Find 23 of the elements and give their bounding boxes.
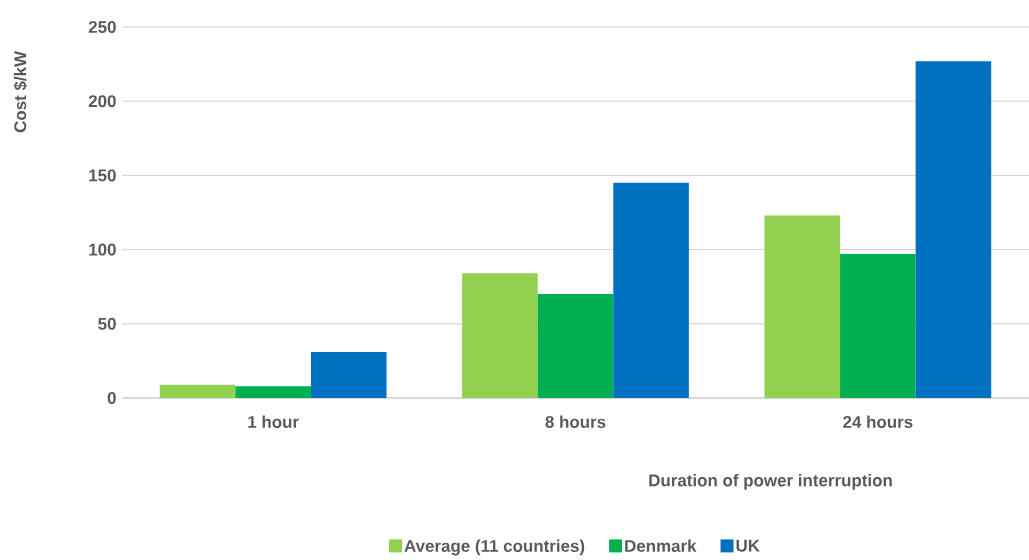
bar bbox=[235, 386, 311, 398]
bar bbox=[310, 352, 387, 398]
legend-label: Denmark bbox=[625, 539, 697, 552]
x-tick-label: 24 hours bbox=[843, 415, 913, 428]
bar bbox=[840, 254, 916, 398]
y-tick-label: 100 bbox=[89, 243, 116, 256]
x-tick-label: 8 hours bbox=[545, 415, 606, 428]
legend-label: UK bbox=[736, 539, 760, 552]
y-tick-label: 50 bbox=[98, 317, 116, 330]
y-tick-label: 0 bbox=[107, 392, 116, 404]
bar bbox=[159, 384, 236, 398]
x-axis-title: Duration of power interruption bbox=[649, 473, 892, 490]
y-tick-label: 200 bbox=[88, 95, 116, 108]
bar bbox=[915, 61, 992, 398]
x-tick-label: 1 hour bbox=[248, 415, 299, 428]
legend-label: Average (11 countries) bbox=[404, 539, 585, 556]
y-tick-label: 250 bbox=[88, 21, 116, 33]
y-axis-title: Cost $/kW bbox=[13, 51, 28, 133]
bar bbox=[764, 215, 841, 398]
bar bbox=[613, 182, 689, 398]
bar bbox=[462, 273, 538, 398]
y-tick-label: 150 bbox=[89, 169, 116, 182]
bar bbox=[537, 294, 614, 398]
